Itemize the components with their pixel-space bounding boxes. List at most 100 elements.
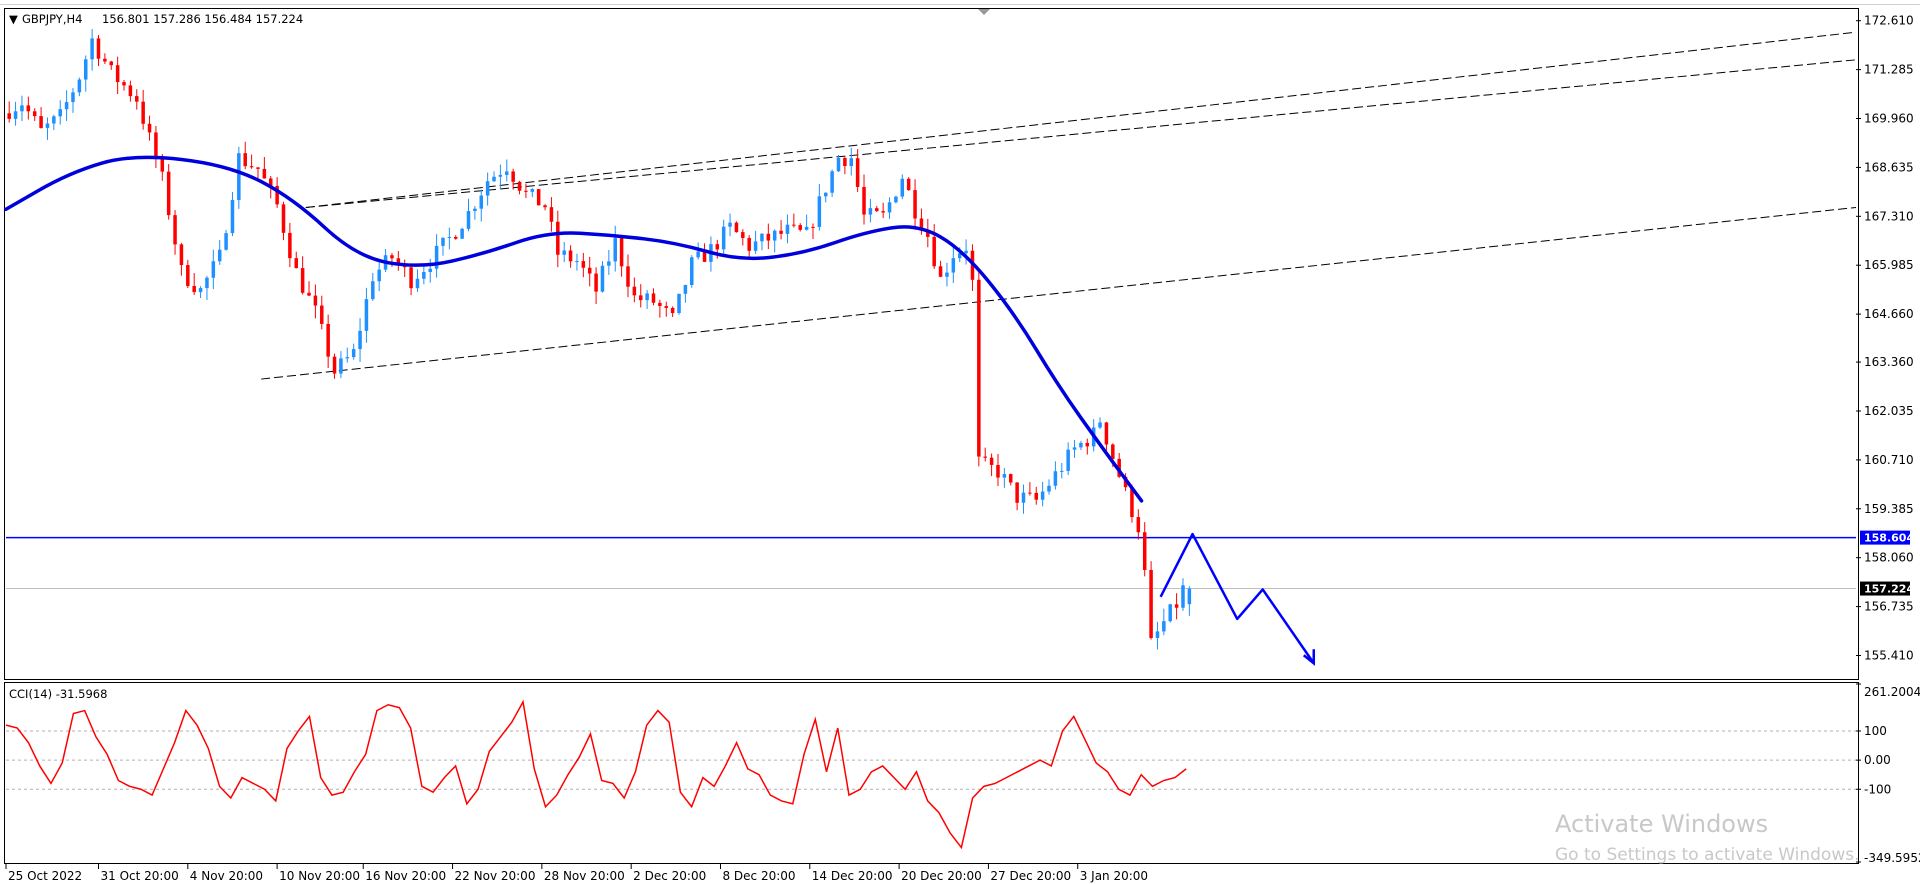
candle[interactable] bbox=[1028, 482, 1032, 496]
candle[interactable] bbox=[1066, 442, 1070, 476]
candle[interactable] bbox=[600, 261, 605, 293]
projection-path[interactable] bbox=[1159, 532, 1315, 664]
candle[interactable] bbox=[192, 273, 196, 295]
candle[interactable] bbox=[294, 251, 299, 269]
candle[interactable] bbox=[836, 155, 841, 173]
candle[interactable] bbox=[453, 235, 458, 240]
candle[interactable] bbox=[345, 347, 350, 363]
candle[interactable] bbox=[581, 252, 586, 278]
candle[interactable] bbox=[996, 454, 1000, 487]
candle[interactable] bbox=[728, 213, 732, 237]
candle[interactable] bbox=[1053, 461, 1058, 490]
candle[interactable] bbox=[135, 89, 139, 110]
candle[interactable] bbox=[147, 115, 152, 141]
candle[interactable] bbox=[1034, 486, 1039, 505]
candle[interactable] bbox=[811, 223, 815, 240]
candle[interactable] bbox=[96, 34, 101, 66]
candle[interactable] bbox=[670, 306, 675, 318]
candle[interactable] bbox=[1136, 509, 1141, 540]
candle[interactable] bbox=[83, 55, 88, 92]
moving-average-line[interactable] bbox=[4, 155, 1144, 503]
candle[interactable] bbox=[945, 262, 949, 287]
candle[interactable] bbox=[792, 213, 796, 228]
candle[interactable] bbox=[1174, 593, 1179, 620]
candle[interactable] bbox=[52, 114, 56, 131]
candle[interactable] bbox=[230, 192, 235, 237]
candle[interactable] bbox=[71, 87, 75, 113]
candle[interactable] bbox=[619, 235, 624, 277]
candle[interactable] bbox=[358, 318, 362, 362]
candle[interactable] bbox=[651, 288, 656, 306]
candle[interactable] bbox=[1130, 484, 1134, 523]
candle[interactable] bbox=[900, 174, 905, 200]
candle[interactable] bbox=[237, 146, 241, 209]
candle[interactable] bbox=[128, 80, 133, 102]
candle[interactable] bbox=[587, 256, 592, 287]
candle[interactable] bbox=[313, 284, 318, 319]
candle[interactable] bbox=[1015, 482, 1019, 511]
candle[interactable] bbox=[115, 56, 120, 94]
candle[interactable] bbox=[441, 237, 445, 256]
candle[interactable] bbox=[1149, 561, 1153, 640]
candle[interactable] bbox=[288, 222, 292, 268]
candle[interactable] bbox=[741, 229, 745, 246]
candle[interactable] bbox=[485, 172, 490, 206]
candle[interactable] bbox=[1060, 462, 1064, 479]
candle[interactable] bbox=[511, 168, 515, 190]
candle[interactable] bbox=[607, 250, 611, 275]
candle[interactable] bbox=[951, 247, 956, 284]
candle[interactable] bbox=[785, 214, 790, 244]
candle[interactable] bbox=[594, 267, 598, 304]
candle[interactable] bbox=[415, 269, 420, 292]
candle[interactable] bbox=[734, 221, 739, 233]
candle[interactable] bbox=[626, 254, 630, 298]
candle[interactable] bbox=[1021, 484, 1026, 514]
candle[interactable] bbox=[492, 171, 496, 182]
candle[interactable] bbox=[364, 287, 369, 343]
candle[interactable] bbox=[103, 53, 107, 64]
candle[interactable] bbox=[1008, 473, 1013, 486]
candle[interactable] bbox=[434, 234, 439, 278]
candle[interactable] bbox=[575, 253, 579, 271]
candle[interactable] bbox=[658, 299, 662, 318]
candle[interactable] bbox=[179, 242, 184, 276]
candle[interactable] bbox=[677, 293, 681, 315]
candle[interactable] bbox=[1040, 481, 1045, 507]
shift-marker-icon[interactable] bbox=[978, 9, 990, 15]
candle[interactable] bbox=[887, 197, 892, 219]
candle[interactable] bbox=[1181, 578, 1185, 611]
candle[interactable] bbox=[517, 180, 522, 195]
candle[interactable] bbox=[760, 233, 764, 251]
candle[interactable] bbox=[549, 197, 554, 232]
candle[interactable] bbox=[211, 249, 216, 290]
candle[interactable] bbox=[989, 453, 994, 477]
candle[interactable] bbox=[307, 281, 311, 297]
candle[interactable] bbox=[696, 242, 700, 260]
candle[interactable] bbox=[141, 89, 145, 130]
candle[interactable] bbox=[396, 250, 401, 271]
candle[interactable] bbox=[1142, 522, 1147, 577]
candle[interactable] bbox=[638, 284, 643, 308]
candle[interactable] bbox=[498, 164, 503, 190]
candle[interactable] bbox=[1162, 608, 1166, 636]
candle[interactable] bbox=[568, 245, 573, 268]
candle[interactable] bbox=[505, 159, 509, 182]
candle[interactable] bbox=[198, 286, 203, 299]
candle[interactable] bbox=[90, 29, 94, 71]
candle[interactable] bbox=[779, 220, 783, 240]
candle[interactable] bbox=[530, 188, 535, 198]
candle[interactable] bbox=[473, 206, 477, 220]
candle[interactable] bbox=[1168, 603, 1172, 623]
candle[interactable] bbox=[906, 177, 911, 191]
candle[interactable] bbox=[766, 223, 771, 250]
candle[interactable] bbox=[849, 147, 854, 176]
candle[interactable] bbox=[422, 263, 426, 285]
candle[interactable] bbox=[351, 343, 356, 360]
candle[interactable] bbox=[702, 243, 707, 263]
candle[interactable] bbox=[798, 223, 802, 232]
candle[interactable] bbox=[964, 239, 968, 265]
candle[interactable] bbox=[32, 108, 37, 121]
candle[interactable] bbox=[377, 262, 381, 292]
candle[interactable] bbox=[243, 141, 247, 170]
indicator-frame[interactable] bbox=[4, 682, 1859, 864]
